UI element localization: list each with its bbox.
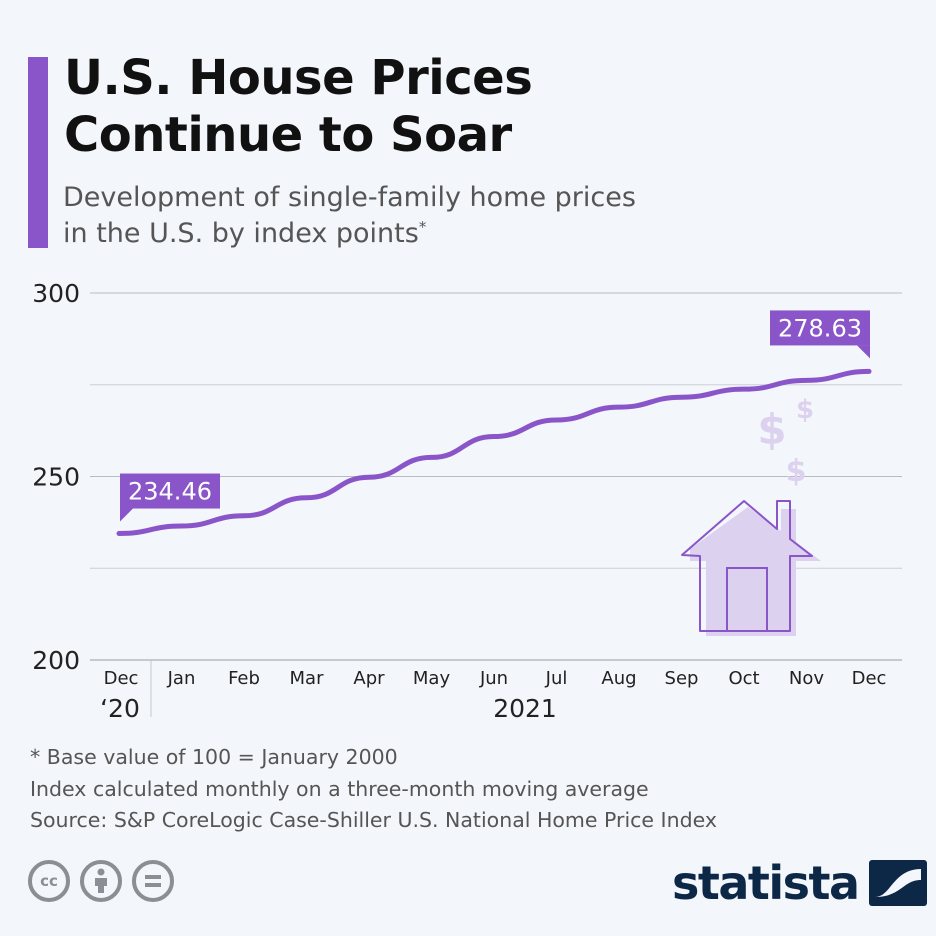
- x-tick-label: Apr: [353, 668, 385, 689]
- x-tick-label: Dec: [852, 668, 887, 689]
- cc-icon-text: cc: [40, 872, 58, 890]
- year-label: 2021: [493, 694, 557, 723]
- y-tick-label: 200: [32, 646, 80, 675]
- data-label-box: [120, 473, 220, 509]
- accent-bar: [28, 57, 48, 248]
- line-chart: 200 250 300 Dec Jan Feb Mar Apr May Jun Jul Aug Sep O…: [32, 279, 902, 723]
- person-icon: [95, 868, 107, 893]
- chart-subtitle: Development of single-family home prices…: [63, 180, 636, 252]
- data-label-pointer: [120, 508, 133, 522]
- statista-logo[interactable]: statista: [672, 853, 927, 913]
- title-line-1: U.S. House Prices: [64, 50, 533, 106]
- cc-icon[interactable]: cc: [28, 860, 70, 902]
- y-tick-label: 300: [32, 279, 80, 308]
- subtitle-line-2: in the U.S. by index points: [63, 218, 419, 249]
- attribution-icon[interactable]: [80, 860, 122, 902]
- data-label: 278.63: [770, 310, 870, 359]
- subtitle-line-1: Development of single-family home prices: [63, 182, 636, 213]
- footnotes: * Base value of 100 = January 2000 Index…: [30, 742, 717, 837]
- license-icons: cc: [28, 860, 174, 902]
- year-label: ‘20: [100, 694, 140, 723]
- house-outline: [681, 500, 813, 632]
- y-tick-label: 250: [32, 463, 80, 492]
- dollar-sign-icon: $: [757, 405, 786, 454]
- dollar-sign-icon: $: [786, 454, 807, 489]
- x-tick-label: Sep: [665, 668, 699, 689]
- x-tick-label: Dec: [104, 668, 139, 689]
- note-moving-average: Index calculated monthly on a three-mont…: [30, 776, 649, 801]
- x-tick-label: May: [413, 668, 451, 689]
- subtitle-footnote-mark: *: [418, 218, 427, 236]
- x-tick-label: Oct: [728, 668, 759, 689]
- data-label-text: 234.46: [128, 478, 212, 506]
- x-tick-label: Jun: [479, 668, 508, 689]
- note-base-value: * Base value of 100 = January 2000: [30, 745, 398, 769]
- dollar-sign-icon: $: [796, 395, 814, 425]
- data-label-pointer: [857, 345, 870, 359]
- x-tick-label: Jan: [167, 668, 196, 689]
- house-shadow: [690, 507, 821, 636]
- house-door: [726, 567, 768, 632]
- title-line-2: Continue to Soar: [64, 107, 512, 163]
- data-label: 234.46: [120, 473, 220, 522]
- equals-icon: [145, 875, 161, 887]
- no-derivatives-icon[interactable]: [132, 860, 174, 902]
- statista-mark-icon: [868, 860, 927, 906]
- series-line: [116, 368, 872, 537]
- house-illustration: $ $$: [681, 395, 821, 636]
- x-tick-label: Aug: [601, 668, 636, 689]
- data-label-text: 278.63: [778, 314, 862, 342]
- data-label-box: [770, 310, 870, 346]
- x-tick-label: Nov: [789, 668, 824, 689]
- chart-title: U.S. House Prices Continue to Soar: [64, 50, 533, 164]
- x-tick-label: Jul: [545, 668, 568, 689]
- source-note: Source: S&P CoreLogic Case-Shiller U.S. …: [30, 808, 717, 832]
- brand-name: statista: [672, 856, 860, 910]
- x-tick-label: Feb: [228, 668, 260, 689]
- x-tick-label: Mar: [290, 668, 325, 689]
